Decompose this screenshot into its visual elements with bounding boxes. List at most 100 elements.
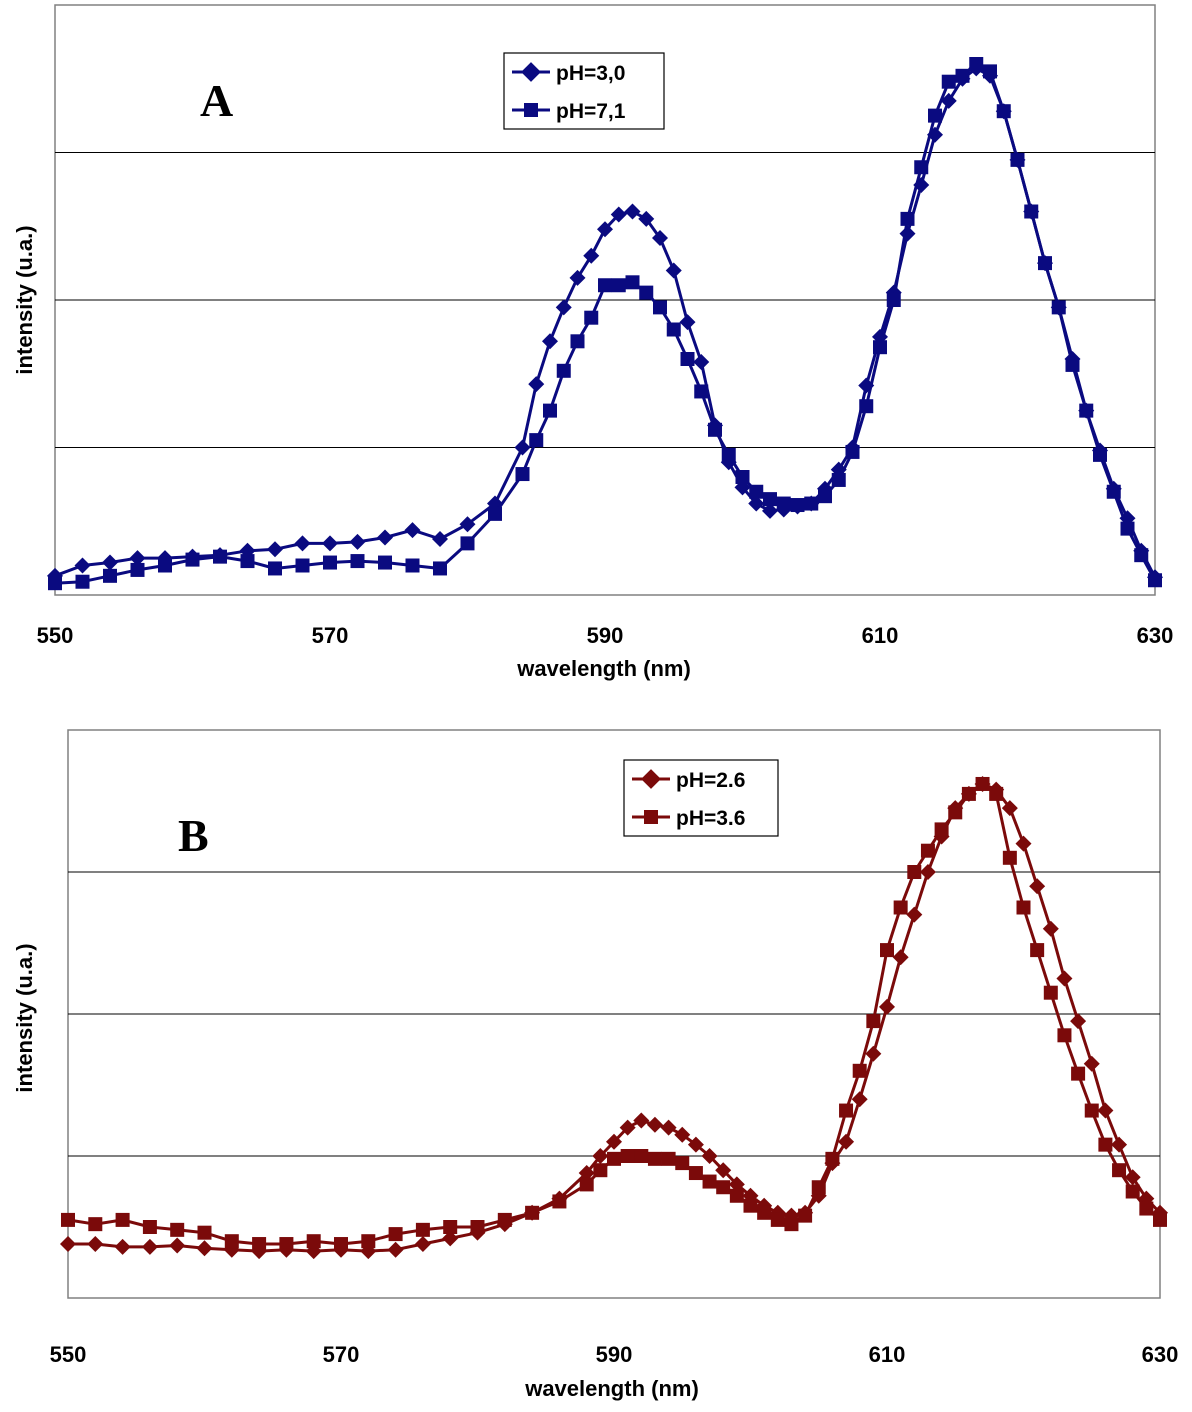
data-point-b-0-24 — [646, 1116, 663, 1133]
data-point-b-0-42 — [892, 949, 909, 966]
data-point-b-1-18 — [552, 1194, 567, 1209]
data-point-a-1-12 — [378, 555, 392, 570]
data-point-a-0-26 — [638, 210, 655, 227]
data-point-b-1-44 — [920, 843, 935, 858]
data-point-b-1-14 — [443, 1220, 458, 1234]
data-point-b-1-33 — [770, 1212, 785, 1227]
data-point-b-1-34 — [784, 1217, 799, 1232]
data-point-a-1-24 — [611, 278, 626, 293]
data-point-a-1-33 — [735, 470, 750, 484]
data-point-a-1-59 — [1093, 447, 1107, 462]
data-point-b-0-30 — [728, 1176, 745, 1193]
data-point-a-1-29 — [680, 352, 695, 366]
data-point-a-1-30 — [694, 384, 709, 399]
data-point-b-0-55 — [1070, 1013, 1087, 1030]
data-point-a-0-19 — [542, 333, 558, 350]
data-point-b-0-57 — [1097, 1102, 1114, 1119]
data-point-b-1-22 — [620, 1149, 635, 1163]
data-point-b-1-32 — [757, 1205, 772, 1220]
data-point-a-0-3 — [129, 550, 146, 567]
series-line-a-1 — [54, 62, 1157, 585]
data-point-a-1-43 — [873, 340, 887, 355]
x-tick-b-550: 550 — [50, 1342, 87, 1367]
data-point-b-1-13 — [415, 1222, 430, 1237]
data-point-a-0-29 — [679, 314, 696, 331]
y-axis-label-b: intensity (u.a.) — [12, 943, 37, 1092]
data-point-b-0-1 — [87, 1236, 104, 1253]
series-group-a — [47, 57, 1163, 591]
data-point-b-0-53 — [1042, 920, 1059, 937]
x-tick-a-630: 630 — [1137, 623, 1174, 648]
data-point-a-1-44 — [886, 293, 901, 307]
data-point-a-0-30 — [693, 353, 710, 370]
data-point-b-1-39 — [852, 1063, 867, 1078]
data-point-a-1-26 — [639, 285, 654, 300]
legend-marker-b1 — [644, 810, 658, 824]
data-point-b-1-49 — [989, 786, 1004, 801]
data-point-b-1-60 — [1139, 1201, 1154, 1216]
data-point-a-0-15 — [459, 516, 476, 533]
legend-b: pH=2.6 pH=3.6 — [623, 759, 779, 837]
data-point-a-1-53 — [1010, 152, 1025, 167]
data-point-a-1-63 — [1148, 573, 1162, 588]
data-point-a-1-55 — [1038, 256, 1052, 271]
data-point-b-0-28 — [701, 1148, 718, 1164]
data-point-b-1-25 — [661, 1151, 676, 1166]
data-point-a-0-35 — [762, 502, 778, 519]
data-point-a-0-9 — [294, 535, 311, 552]
data-point-b-1-36 — [811, 1180, 826, 1195]
data-point-a-1-16 — [488, 506, 502, 521]
data-point-a-1-22 — [584, 310, 599, 325]
data-point-b-1-0 — [61, 1212, 75, 1227]
data-point-b-1-8 — [279, 1237, 294, 1252]
data-point-b-0-20 — [592, 1148, 609, 1164]
data-point-a-1-1 — [75, 574, 90, 589]
data-point-b-1-45 — [934, 822, 949, 837]
data-point-a-1-61 — [1120, 521, 1135, 536]
legend-label-a0: pH=3,0 — [556, 62, 625, 85]
data-point-b-1-9 — [306, 1234, 321, 1249]
x-ticks-a: 550 570 590 610 630 — [37, 623, 1174, 648]
x-ticks-b: 550 570 590 610 630 — [50, 1342, 1179, 1367]
data-point-b-1-52 — [1030, 943, 1045, 958]
data-point-a-1-6 — [213, 549, 227, 564]
data-point-a-1-45 — [900, 211, 915, 226]
chart-a: 550 570 590 610 630 A wavelength (nm) intens… — [12, 4, 1174, 681]
data-point-b-0-43 — [906, 906, 923, 923]
data-point-a-1-50 — [969, 57, 984, 71]
data-point-b-0-12 — [387, 1241, 404, 1258]
data-point-a-1-58 — [1079, 403, 1094, 418]
data-point-b-1-26 — [675, 1156, 690, 1171]
data-point-a-1-15 — [460, 536, 475, 551]
data-point-a-0-48 — [940, 92, 957, 109]
data-point-b-1-27 — [688, 1166, 703, 1181]
data-point-a-1-17 — [515, 467, 530, 482]
data-point-a-1-52 — [996, 104, 1011, 119]
data-point-b-1-61 — [1153, 1212, 1167, 1227]
data-point-b-1-50 — [1002, 850, 1017, 865]
data-point-a-1-47 — [928, 108, 942, 123]
data-point-b-0-22 — [619, 1119, 636, 1136]
data-point-b-0-38 — [838, 1133, 855, 1150]
data-point-b-1-19 — [579, 1177, 594, 1192]
legend-label-a1: pH=7,1 — [556, 100, 626, 123]
data-point-b-1-43 — [907, 865, 922, 879]
data-point-a-1-0 — [48, 576, 62, 591]
data-point-a-1-41 — [845, 444, 860, 459]
data-point-b-0-23 — [633, 1112, 650, 1129]
data-point-b-1-6 — [224, 1234, 239, 1249]
data-point-b-1-35 — [798, 1208, 813, 1223]
data-point-a-0-27 — [652, 230, 668, 247]
data-point-a-1-19 — [543, 403, 557, 418]
data-point-b-1-41 — [880, 943, 894, 958]
data-point-b-1-31 — [743, 1198, 758, 1213]
data-point-b-1-46 — [948, 805, 963, 820]
data-point-a-0-20 — [555, 299, 572, 316]
data-point-b-1-38 — [839, 1103, 854, 1118]
data-point-a-1-11 — [350, 554, 365, 569]
data-point-a-0-14 — [432, 530, 448, 547]
data-point-a-0-11 — [349, 533, 366, 550]
data-point-b-1-29 — [716, 1180, 731, 1195]
data-point-a-0-23 — [597, 221, 613, 238]
